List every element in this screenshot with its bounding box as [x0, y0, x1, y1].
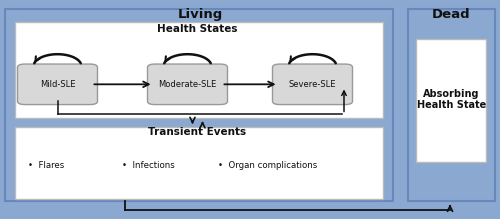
FancyBboxPatch shape — [272, 64, 352, 105]
Text: Severe-SLE: Severe-SLE — [289, 80, 336, 89]
FancyBboxPatch shape — [15, 22, 382, 118]
Text: Living: Living — [178, 8, 222, 21]
FancyBboxPatch shape — [416, 39, 486, 162]
Text: •  Organ complications: • Organ complications — [218, 161, 317, 170]
Text: •  Flares: • Flares — [28, 161, 64, 170]
Text: Health States: Health States — [157, 24, 238, 34]
FancyBboxPatch shape — [18, 64, 98, 105]
FancyBboxPatch shape — [148, 64, 228, 105]
Text: Moderate-SLE: Moderate-SLE — [158, 80, 216, 89]
Text: •  Infections: • Infections — [122, 161, 176, 170]
Text: Transient Events: Transient Events — [148, 127, 246, 138]
Text: Absorbing
Health State: Absorbing Health State — [417, 89, 486, 110]
Text: Dead: Dead — [432, 8, 471, 21]
FancyBboxPatch shape — [15, 127, 382, 199]
FancyBboxPatch shape — [5, 9, 392, 201]
FancyBboxPatch shape — [408, 9, 495, 201]
Text: Mild-SLE: Mild-SLE — [40, 80, 75, 89]
